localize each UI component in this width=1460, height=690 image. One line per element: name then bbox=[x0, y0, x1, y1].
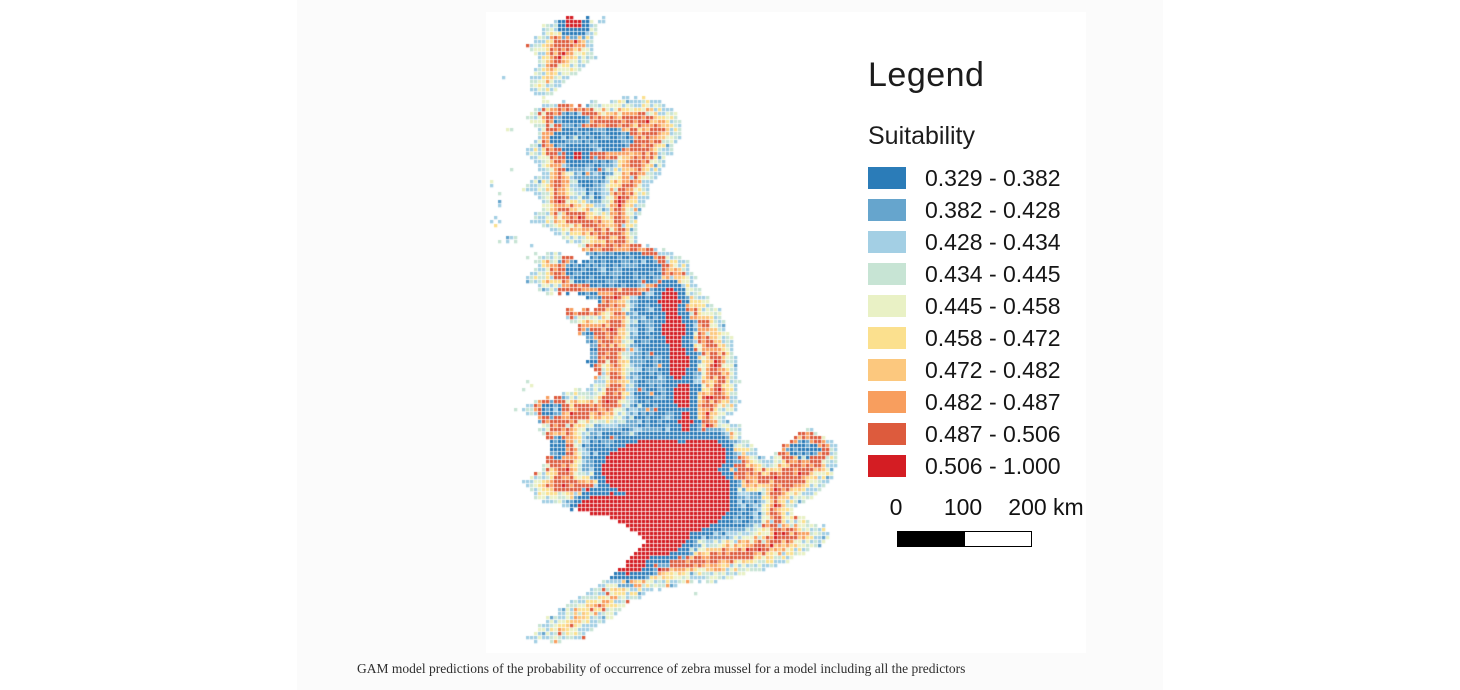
legend-label: 0.382 - 0.428 bbox=[925, 196, 1061, 223]
legend-label: 0.434 - 0.445 bbox=[925, 260, 1061, 287]
legend-row: 0.382 - 0.428 bbox=[868, 194, 1086, 226]
legend-row: 0.487 - 0.506 bbox=[868, 418, 1086, 450]
legend-row: 0.482 - 0.487 bbox=[868, 386, 1086, 418]
scalebar-tick-100: 100 bbox=[943, 494, 983, 520]
legend-label: 0.487 - 0.506 bbox=[925, 420, 1061, 447]
legend-rows: 0.329 - 0.382 0.382 - 0.428 0.428 - 0.434 0… bbox=[868, 162, 1086, 482]
legend-label: 0.445 - 0.458 bbox=[925, 292, 1061, 319]
legend-row: 0.428 - 0.434 bbox=[868, 226, 1086, 258]
legend-label: 0.428 - 0.434 bbox=[925, 228, 1061, 255]
scalebar-bar bbox=[897, 531, 1032, 547]
legend-row: 0.506 - 1.000 bbox=[868, 450, 1086, 482]
legend-swatch bbox=[868, 423, 906, 445]
map-legend: Legend Suitability 0.329 - 0.382 0.382 - … bbox=[868, 12, 1086, 653]
scalebar: 0 100 200 km bbox=[868, 494, 1086, 564]
legend-label: 0.472 - 0.482 bbox=[925, 356, 1061, 383]
map-figure-panel: Legend Suitability 0.329 - 0.382 0.382 - … bbox=[486, 12, 1086, 653]
legend-label: 0.329 - 0.382 bbox=[925, 164, 1061, 191]
legend-subtitle: Suitability bbox=[868, 122, 975, 150]
legend-row: 0.434 - 0.445 bbox=[868, 258, 1086, 290]
legend-swatch bbox=[868, 199, 906, 221]
scalebar-segment-black bbox=[898, 532, 965, 546]
content-band: Legend Suitability 0.329 - 0.382 0.382 - … bbox=[297, 0, 1163, 690]
legend-swatch bbox=[868, 167, 906, 189]
legend-row: 0.458 - 0.472 bbox=[868, 322, 1086, 354]
scalebar-tick-200: 200 km bbox=[1008, 494, 1084, 520]
legend-label: 0.458 - 0.472 bbox=[925, 324, 1061, 351]
legend-row: 0.329 - 0.382 bbox=[868, 162, 1086, 194]
figure-caption: GAM model predictions of the probability… bbox=[357, 661, 966, 676]
legend-title: Legend bbox=[868, 56, 985, 94]
legend-row: 0.472 - 0.482 bbox=[868, 354, 1086, 386]
legend-swatch bbox=[868, 359, 906, 381]
legend-row: 0.445 - 0.458 bbox=[868, 290, 1086, 322]
legend-swatch bbox=[868, 263, 906, 285]
scalebar-tick-0: 0 bbox=[889, 494, 903, 520]
scalebar-segment-white bbox=[964, 532, 1031, 546]
legend-swatch bbox=[868, 455, 906, 477]
legend-swatch bbox=[868, 231, 906, 253]
legend-swatch bbox=[868, 295, 906, 317]
legend-label: 0.482 - 0.487 bbox=[925, 388, 1061, 415]
legend-swatch bbox=[868, 391, 906, 413]
legend-label: 0.506 - 1.000 bbox=[925, 452, 1061, 479]
legend-swatch bbox=[868, 327, 906, 349]
